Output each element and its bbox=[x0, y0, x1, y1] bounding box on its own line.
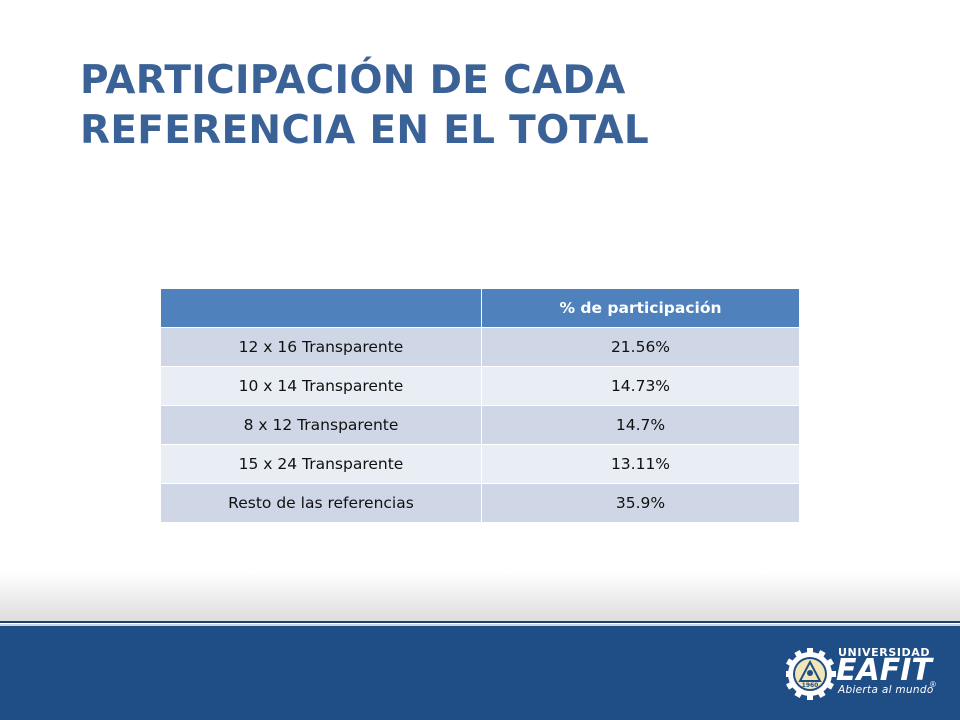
participation-cell: 13.11% bbox=[481, 444, 800, 484]
table-row: 12 x 16 Transparente 21.56% bbox=[160, 327, 800, 367]
logo-tagline: Abierta al mundo bbox=[838, 684, 934, 696]
logo-registered-mark: ® bbox=[930, 680, 936, 689]
table-header-row: % de participación bbox=[160, 288, 800, 328]
slide-title-line-2: REFERENCIA EN EL TOTAL bbox=[80, 108, 650, 153]
reference-cell: Resto de las referencias bbox=[160, 483, 482, 523]
table-row: 10 x 14 Transparente 14.73% bbox=[160, 366, 800, 406]
participation-table: % de participación 12 x 16 Transparente … bbox=[160, 288, 800, 523]
footer-divider-light bbox=[0, 624, 960, 626]
participation-cell: 14.7% bbox=[481, 405, 800, 445]
table-row: Resto de las referencias 35.9% bbox=[160, 483, 800, 523]
reference-cell: 10 x 14 Transparente bbox=[160, 366, 482, 406]
reference-cell: 8 x 12 Transparente bbox=[160, 405, 482, 445]
slide-title-line-1: PARTICIPACIÓN DE CADA bbox=[80, 58, 626, 103]
eafit-logo: 1960 UNIVERSIDAD EAFIT ® Abierta al mund… bbox=[786, 644, 946, 704]
logo-university-text: UNIVERSIDAD bbox=[838, 646, 931, 659]
table-row: 15 x 24 Transparente 13.11% bbox=[160, 444, 800, 484]
participation-cell: 14.73% bbox=[481, 366, 800, 406]
table-row: 8 x 12 Transparente 14.7% bbox=[160, 405, 800, 445]
table-header-participation: % de participación bbox=[481, 288, 800, 328]
participation-cell: 35.9% bbox=[481, 483, 800, 523]
eafit-seal-icon: 1960 bbox=[786, 648, 836, 700]
reference-cell: 15 x 24 Transparente bbox=[160, 444, 482, 484]
table-header-reference bbox=[160, 288, 482, 328]
reference-cell: 12 x 16 Transparente bbox=[160, 327, 482, 367]
seal-year: 1960 bbox=[802, 682, 819, 689]
footer-gradient-band bbox=[0, 572, 960, 622]
slide-title: PARTICIPACIÓN DE CADA REFERENCIA EN EL T… bbox=[80, 56, 900, 156]
footer-divider bbox=[0, 621, 960, 623]
participation-cell: 21.56% bbox=[481, 327, 800, 367]
logo-eafit-text: EAFIT bbox=[836, 653, 932, 688]
